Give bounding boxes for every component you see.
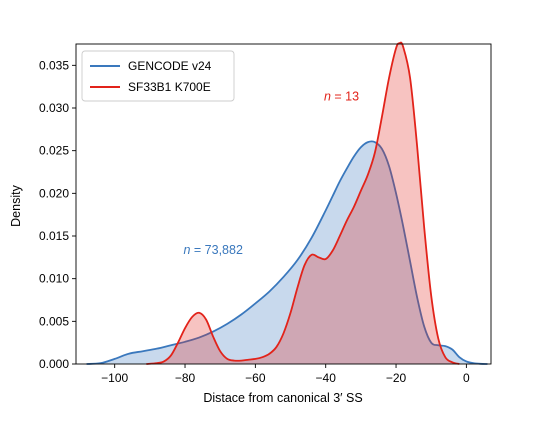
series-annotation-1: n = 73,882	[183, 243, 242, 257]
legend-label-2: SF33B1 K700E	[128, 80, 211, 94]
legend-label-1: GENCODE v24	[128, 59, 212, 73]
x-tick-label: −100	[101, 371, 128, 385]
x-axis-label: Distace from canonical 3′ SS	[203, 391, 362, 405]
series-area-1	[86, 141, 488, 364]
y-axis-label: Density	[9, 184, 23, 226]
x-tick-label: 0	[463, 371, 470, 385]
legend: GENCODE v24 SF33B1 K700E	[81, 50, 235, 102]
y-tick-label: 0.025	[39, 144, 69, 158]
y-tick-label: 0.005	[39, 314, 69, 328]
axes: −100 −80 −60 −40 −20 0 0.000 0.005 0.010 0.015 0.0…	[39, 43, 492, 385]
y-tick-label: 0.015	[39, 229, 69, 243]
x-tick-label: −60	[245, 371, 266, 385]
y-tick-label: 0.035	[39, 58, 69, 72]
x-tick-label: −40	[316, 371, 337, 385]
x-tick-label: −20	[386, 371, 407, 385]
x-tick-label: −80	[175, 371, 196, 385]
y-tick-label: 0.000	[39, 357, 69, 371]
plot-area: n = 73,882 n = 13	[86, 41, 488, 365]
series-annotation-2: n = 13	[324, 89, 359, 103]
y-tick-label: 0.010	[39, 272, 69, 286]
y-tick-label: 0.030	[39, 101, 69, 115]
axes-frame	[75, 43, 492, 365]
series-line-2	[146, 41, 460, 365]
legend-box	[81, 50, 235, 102]
y-tick-label: 0.020	[39, 186, 69, 200]
